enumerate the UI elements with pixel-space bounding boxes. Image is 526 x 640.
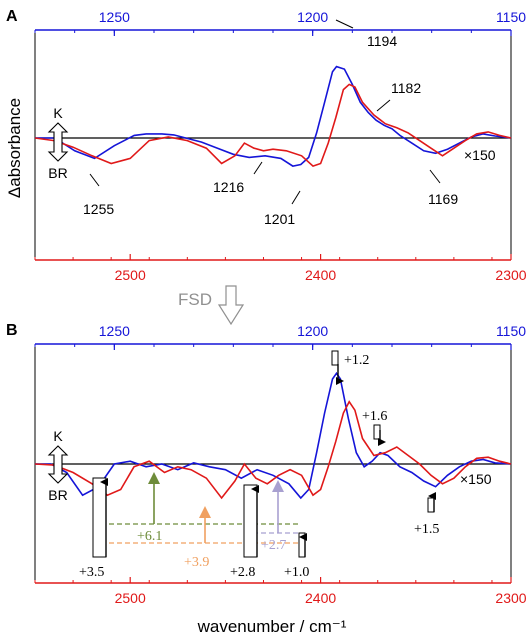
shift-label-1-6: +1.6: [362, 409, 387, 424]
panel-b-top-tick-label: 1200: [297, 323, 328, 339]
panel-b-bottom-tick-label: 2500: [115, 590, 146, 606]
panel-b-ticks: 1250 1200 1150 2500 2400 2300: [34, 323, 526, 606]
panel-a-top-tick-label: 1250: [99, 9, 130, 25]
shift-label-1-0: +1.0: [284, 565, 309, 580]
shift-bar-1-0: [298, 532, 306, 558]
panel-a-bottom-tick-label: 2300: [495, 267, 526, 283]
panel-a-blue-spectrum: [35, 65, 512, 167]
shift-label-1-5: +1.5: [414, 522, 439, 537]
k-label: K: [53, 105, 63, 121]
panel-b-label: B: [6, 322, 18, 339]
leader-1201: [291, 190, 301, 205]
peak-label-1169: 1169: [428, 191, 458, 207]
shift-label-1-2: +1.2: [344, 353, 369, 368]
panel-a-ticks: 1250 1200 1150 2500 2400 2300: [34, 9, 526, 283]
panel-a-top-tick-label: 1150: [496, 9, 526, 25]
panel-a-bottom-tick-label: 2500: [115, 267, 146, 283]
fsd-indicator: FSD: [178, 285, 245, 326]
shift-label-2-8: +2.8: [230, 565, 255, 580]
br-label: BR: [48, 165, 67, 181]
peak-label-1182: 1182: [391, 80, 421, 96]
shift-label-3-9: +3.9: [184, 555, 209, 570]
shift-bar-1-5: [427, 497, 435, 513]
panel-b-red-spectrum: [34, 400, 512, 500]
olive-arrowhead-icon: [148, 472, 160, 484]
double-arrow-icon: [47, 122, 69, 162]
leader-1216: [253, 161, 263, 175]
y-axis-label: Δabsorbance: [5, 98, 24, 198]
peak-label-1255: 1255: [83, 201, 114, 217]
br-label-b: BR: [48, 487, 67, 503]
leader-1169: [429, 169, 441, 184]
shift-bar-2-8: [243, 484, 258, 558]
panel-b-top-tick-label: 1250: [99, 323, 130, 339]
peak-label-1194: 1194: [367, 33, 397, 49]
x-axis-label: wavenumber / cm⁻¹: [197, 617, 347, 636]
shift-bar-1-2: [331, 350, 339, 366]
panel-b-bottom-tick-label: 2300: [495, 590, 526, 606]
shift-bar-3-5: [92, 477, 107, 558]
shift-bar-1-6: [373, 424, 381, 440]
panel-a-scale-label: ×150: [464, 147, 496, 163]
panel-b-state-arrow: K BR: [47, 428, 69, 503]
peak-label-1216: 1216: [213, 179, 244, 195]
orange-arrowhead-icon: [199, 506, 211, 518]
shift-label-3-5: +3.5: [79, 565, 104, 580]
leader-1182: [376, 99, 391, 112]
panel-b: B 1250 1200 1150 2500 2400 2300 K BR ×150 +3.…: [6, 322, 526, 606]
panel-a-top-tick-label: 1200: [297, 9, 328, 25]
leader-1255: [89, 173, 100, 187]
double-arrow-icon: [47, 445, 69, 484]
fsd-label: FSD: [178, 290, 212, 309]
panel-b-blue-spectrum: [35, 371, 512, 500]
panel-a-red-spectrum: [34, 83, 512, 168]
peak-label-1201: 1201: [264, 211, 295, 227]
panel-b-top-tick-label: 1150: [496, 323, 526, 339]
panel-a-label: A: [6, 8, 18, 25]
panel-b-bottom-tick-label: 2400: [305, 590, 336, 606]
panel-a-bottom-tick-label: 2400: [305, 267, 336, 283]
lavender-arrowhead-icon: [272, 480, 284, 492]
panel-a-state-arrow: K BR: [47, 105, 69, 181]
k-label-b: K: [53, 428, 63, 444]
fsd-down-arrow-icon: [217, 285, 245, 326]
panel-a: A 1250 1200 1150 2500 2400 2300 K BR ×150 125…: [6, 8, 526, 283]
shift-label-2-7: +2.7: [261, 538, 286, 553]
panel-b-scale-label: ×150: [460, 471, 492, 487]
leader-1194: [335, 19, 354, 29]
shift-label-6-1: +6.1: [137, 529, 162, 544]
